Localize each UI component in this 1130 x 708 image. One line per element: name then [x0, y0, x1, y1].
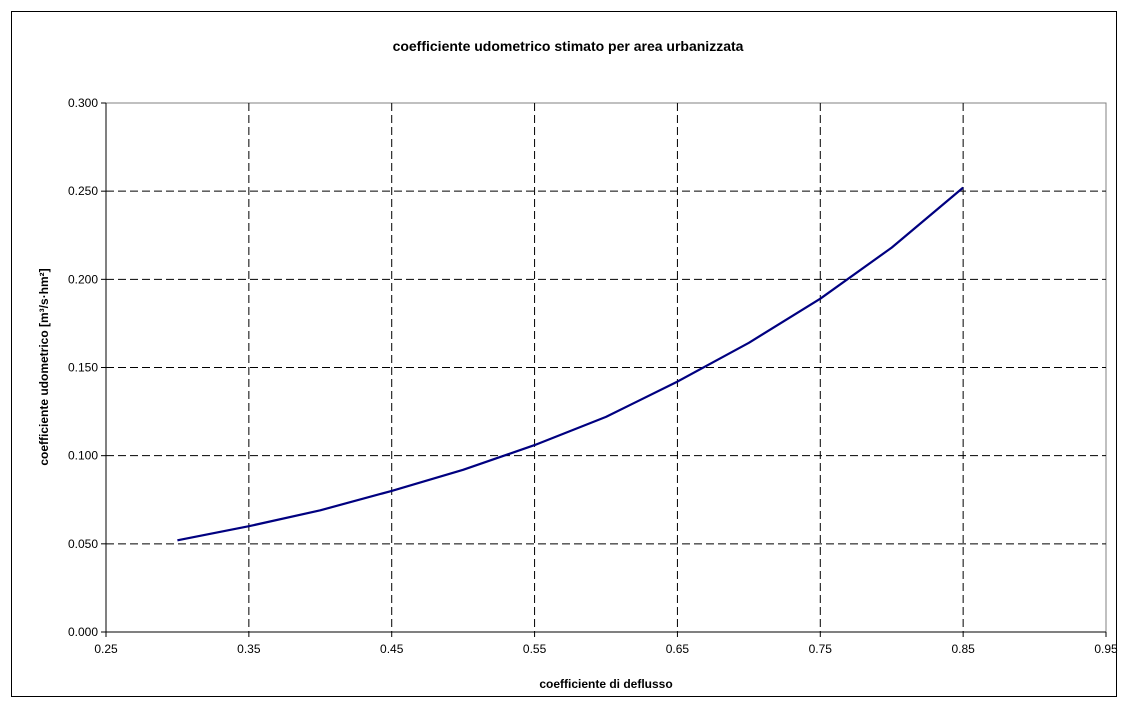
x-tick-label: 0.65 [666, 642, 690, 656]
tick-labels: 0.000 0.050 0.100 0.150 0.200 0.250 0.300 0.25 0… [68, 96, 1118, 656]
x-tick-label: 0.45 [380, 642, 404, 656]
x-tick-label: 0.75 [809, 642, 833, 656]
grid [106, 103, 1106, 632]
series-line [177, 186, 964, 542]
y-tick-label: 0.100 [68, 449, 98, 463]
x-tick-label: 0.55 [523, 642, 547, 656]
series [177, 186, 964, 542]
y-tick-label: 0.300 [68, 96, 98, 110]
x-axis-label: coefficiente di deflusso [539, 677, 672, 691]
axes [101, 102, 1107, 637]
chart-title: coefficiente udometrico stimato per area… [393, 38, 744, 54]
y-tick-label: 0.250 [68, 184, 98, 198]
y-tick-label: 0.200 [68, 272, 98, 286]
y-tick-label: 0.150 [68, 361, 98, 375]
y-axis-label: coefficiente udometrico [m³/s·hm²] [37, 268, 51, 465]
y-tick-label: 0.050 [68, 537, 98, 551]
y-tick-label: 0.000 [68, 625, 98, 639]
x-tick-label: 0.85 [951, 642, 975, 656]
x-tick-label: 0.95 [1094, 642, 1118, 656]
x-tick-label: 0.35 [237, 642, 261, 656]
x-tick-label: 0.25 [94, 642, 118, 656]
